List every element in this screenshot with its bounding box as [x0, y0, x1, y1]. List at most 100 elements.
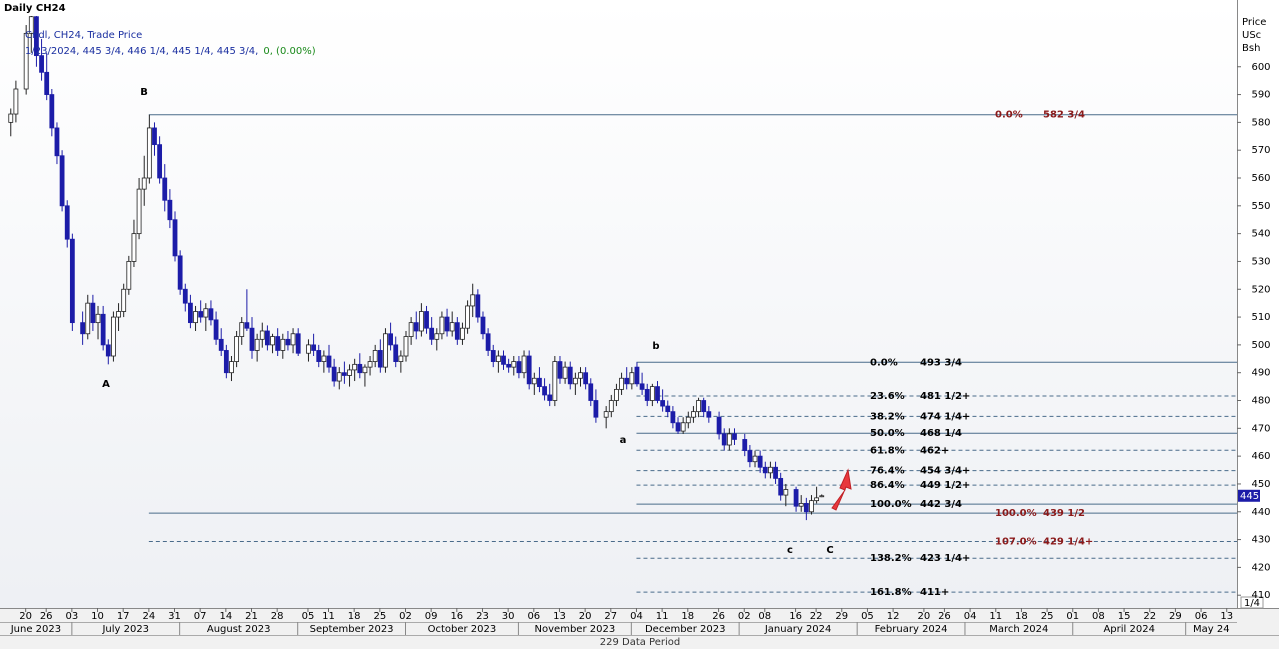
fib-percent: 100.0%: [870, 499, 912, 510]
fib-price: 439 1/2: [1043, 508, 1085, 519]
candle-body: [100, 313, 106, 346]
candle-body: [434, 333, 440, 340]
y-tick-label: 460: [1251, 451, 1270, 462]
candle-body: [531, 377, 537, 385]
x-tick-label: 05: [302, 611, 315, 622]
x-tick-label: 20: [918, 611, 931, 622]
fib-price: 481 1/2+: [920, 391, 970, 402]
fib-percent: 86.4%: [870, 480, 905, 491]
candle-body: [44, 71, 50, 95]
y-tick-label: 520: [1251, 284, 1270, 295]
candle-body: [116, 311, 121, 318]
fib-percent: 76.4%: [870, 466, 905, 477]
fib-price: 449 1/2+: [920, 480, 970, 491]
x-tick-label: 18: [681, 611, 694, 622]
candle-body: [449, 322, 455, 332]
candle-body: [516, 361, 522, 374]
candle-body: [403, 336, 409, 357]
x-tick-label: 25: [373, 611, 386, 622]
candle-body: [182, 288, 188, 304]
x-tick-label: 28: [271, 611, 284, 622]
fib-percent: 0.0%: [995, 110, 1023, 121]
x-tick-label: 16: [789, 611, 802, 622]
candle-body: [649, 386, 655, 401]
x-tick-label: 13: [1220, 611, 1233, 622]
fib-percent: 161.8%: [870, 587, 912, 598]
candle-body: [783, 489, 789, 496]
x-tick-label: 15: [1118, 611, 1131, 622]
x-tick-label: 04: [964, 611, 977, 622]
candle-body: [629, 372, 635, 385]
chart-title: Daily CH24: [4, 3, 66, 14]
candle-body: [768, 466, 773, 474]
y-tick-label: 590: [1251, 90, 1270, 101]
candle-body: [331, 366, 337, 382]
candle-body: [819, 495, 825, 498]
last-price-label: 445: [1240, 491, 1259, 502]
wave-label: b: [652, 341, 659, 352]
candle-body: [603, 411, 609, 418]
candle-body: [34, 16, 39, 57]
candle-body: [495, 355, 501, 362]
candle-body: [188, 302, 193, 324]
candle-body: [501, 355, 506, 365]
candle-body: [465, 305, 470, 329]
fib-percent: 138.2%: [870, 553, 912, 564]
candle-body: [162, 177, 168, 201]
footer: 229 Data Period: [600, 637, 681, 648]
y-axis-label: USc: [1242, 30, 1261, 41]
candle-body: [716, 416, 722, 435]
candle-body: [249, 327, 255, 351]
candle-body: [521, 355, 527, 374]
fib-percent: 23.6%: [870, 391, 905, 402]
candle-body: [793, 489, 799, 507]
candle-body: [583, 372, 589, 385]
candle-body: [152, 127, 157, 146]
candle-body: [665, 405, 671, 413]
candle-body: [778, 477, 784, 496]
candle-body: [126, 261, 132, 290]
candle-body: [95, 313, 101, 324]
candle-body: [485, 333, 491, 351]
candle-body: [701, 400, 707, 413]
candle-body: [90, 302, 96, 324]
candle-body: [347, 369, 352, 376]
month-label: August 2023: [207, 624, 271, 635]
candle-body: [213, 319, 219, 340]
candle-body: [660, 400, 666, 407]
candle-body: [670, 411, 676, 424]
x-tick-label: 05: [861, 611, 874, 622]
candle-body: [306, 344, 311, 354]
x-tick-label: 18: [348, 611, 361, 622]
fib-price: 429 1/4+: [1043, 537, 1093, 548]
x-tick-label: 21: [245, 611, 258, 622]
candle-body: [444, 316, 450, 332]
candle-body: [557, 361, 563, 379]
candle-body: [634, 366, 640, 385]
candle-body: [470, 294, 476, 307]
candle-body: [131, 233, 137, 262]
candle-body: [326, 355, 332, 368]
candle-body: [809, 500, 814, 513]
candle-body: [706, 411, 712, 418]
candle-body: [655, 386, 660, 401]
x-tick-label: 29: [835, 611, 848, 622]
candle-body: [146, 127, 152, 179]
x-tick-label: 06: [1195, 611, 1208, 622]
y-tick-label: 540: [1251, 229, 1270, 240]
candle-body: [39, 55, 44, 73]
x-tick-label: 08: [1092, 611, 1105, 622]
y-axis-panel: [1237, 0, 1279, 608]
candle-body: [644, 388, 650, 401]
candle-body: [398, 355, 404, 362]
candle-body: [341, 372, 347, 376]
x-tick-label: 26: [938, 611, 951, 622]
wave-label: a: [620, 435, 627, 446]
candle-body: [8, 113, 14, 123]
month-label: January 2024: [764, 624, 832, 635]
x-tick-label: 20: [579, 611, 592, 622]
month-label: December 2023: [645, 624, 725, 635]
candle-body: [614, 388, 619, 401]
y-tick-label: 420: [1251, 562, 1270, 573]
